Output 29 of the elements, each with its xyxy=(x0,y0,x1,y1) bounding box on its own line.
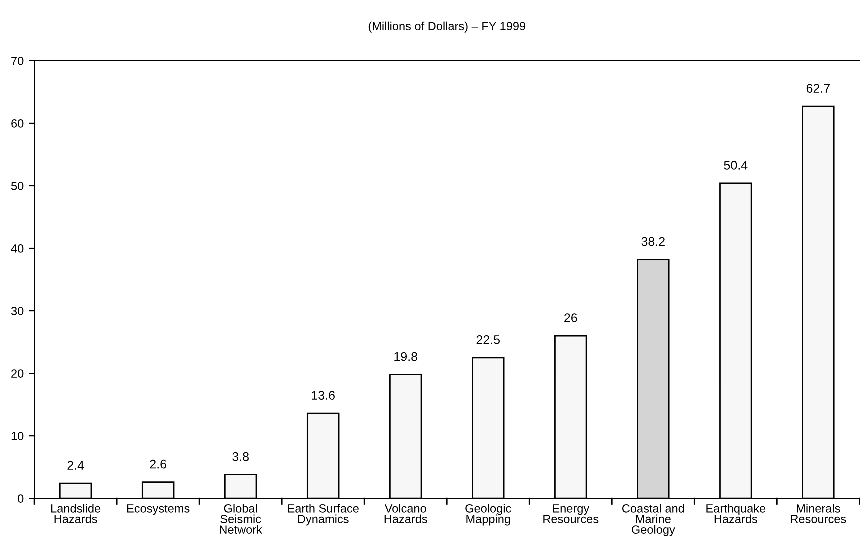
y-tick-label: 70 xyxy=(12,56,24,66)
x-tick-label: Earth Surface Dynamics xyxy=(288,504,359,526)
data-label: 2.4 xyxy=(68,461,84,470)
data-label: 19.8 xyxy=(394,352,418,362)
x-tick-label: Volcano Hazards xyxy=(384,504,428,524)
x-tick-label: Global Seismic Network xyxy=(220,504,263,534)
data-label: 3.8 xyxy=(232,452,249,462)
data-label: 38.2 xyxy=(642,237,665,246)
x-tick-label: Energy Resources xyxy=(544,504,599,524)
x-tick-label: Earthquake Hazards xyxy=(706,504,766,524)
y-tick-label: 60 xyxy=(12,119,24,128)
y-tick-label: 20 xyxy=(12,370,24,378)
data-label: 22.5 xyxy=(476,335,500,344)
y-tick-label: 10 xyxy=(12,432,24,440)
data-label: 13.6 xyxy=(312,391,335,400)
data-label: 62.7 xyxy=(806,84,830,93)
y-tick-label: 0 xyxy=(18,494,24,503)
x-tick-label: Ecosystems xyxy=(127,504,190,516)
data-label: 26 xyxy=(564,314,578,322)
x-tick-label: Landslide Hazards xyxy=(52,504,101,524)
x-tick-label: Minerals Resources xyxy=(791,504,846,524)
data-label: 50.4 xyxy=(724,161,748,170)
data-label: 2.6 xyxy=(150,460,166,469)
y-tick-label: 40 xyxy=(11,244,24,253)
y-tick-label: 50 xyxy=(11,182,24,190)
x-tick-label: Coastal and Marine Geology xyxy=(622,504,684,536)
x-tick-label: Geologic Mapping xyxy=(466,504,512,526)
chart-title: (Millions of Dollars) – FY 1999 xyxy=(368,22,526,33)
y-tick-label: 30 xyxy=(11,307,24,316)
